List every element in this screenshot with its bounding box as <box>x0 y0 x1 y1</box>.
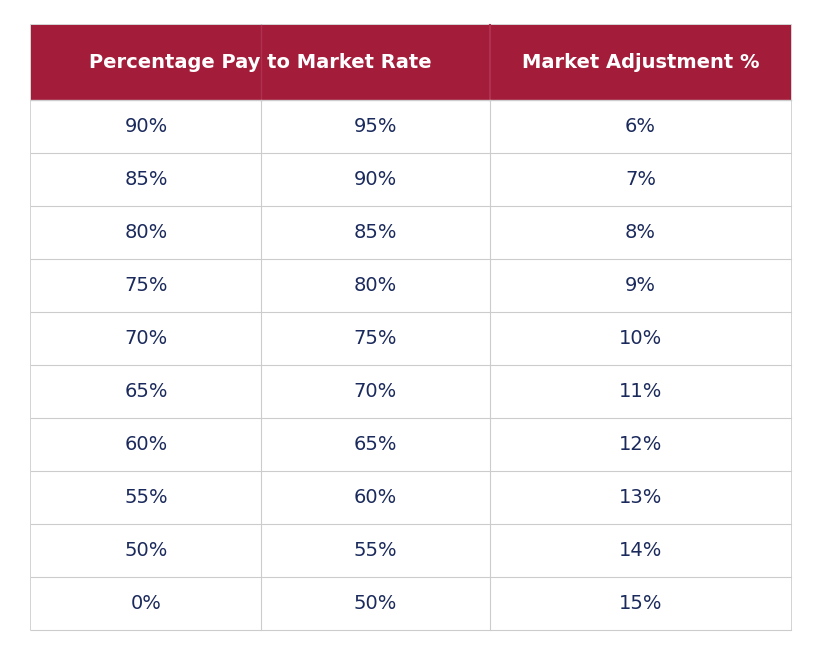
Text: 75%: 75% <box>124 276 168 295</box>
Bar <box>31 100 791 153</box>
Text: Market Adjustment %: Market Adjustment % <box>522 52 760 72</box>
Text: 60%: 60% <box>124 435 168 454</box>
Text: 50%: 50% <box>124 541 168 560</box>
Bar <box>31 259 791 312</box>
Text: 70%: 70% <box>124 329 168 348</box>
Text: 12%: 12% <box>619 435 662 454</box>
Bar <box>31 312 791 365</box>
Text: 65%: 65% <box>353 435 397 454</box>
Text: 70%: 70% <box>353 382 397 401</box>
Text: 90%: 90% <box>353 170 397 189</box>
Text: 6%: 6% <box>625 117 656 136</box>
Text: 55%: 55% <box>124 488 168 507</box>
Text: 0%: 0% <box>131 594 161 613</box>
Bar <box>31 25 490 100</box>
Text: 90%: 90% <box>124 117 168 136</box>
Text: 80%: 80% <box>353 276 397 295</box>
Bar <box>31 418 791 471</box>
Text: 11%: 11% <box>619 382 662 401</box>
Text: 8%: 8% <box>625 223 656 242</box>
Text: 13%: 13% <box>619 488 662 507</box>
Text: 55%: 55% <box>353 541 397 560</box>
Text: 7%: 7% <box>625 170 656 189</box>
Text: 60%: 60% <box>353 488 397 507</box>
Text: 75%: 75% <box>353 329 397 348</box>
Bar <box>31 153 791 206</box>
Text: 14%: 14% <box>619 541 662 560</box>
Bar <box>490 25 791 100</box>
Text: 50%: 50% <box>353 594 397 613</box>
Bar <box>31 206 791 259</box>
Bar <box>31 524 791 577</box>
Text: 80%: 80% <box>124 223 168 242</box>
Text: 15%: 15% <box>619 594 663 613</box>
Text: 85%: 85% <box>353 223 397 242</box>
Bar <box>31 471 791 524</box>
Text: 85%: 85% <box>124 170 168 189</box>
Text: 65%: 65% <box>124 382 168 401</box>
Text: 9%: 9% <box>625 276 656 295</box>
Bar <box>31 365 791 418</box>
Text: Percentage Pay to Market Rate: Percentage Pay to Market Rate <box>90 52 432 72</box>
Text: 95%: 95% <box>353 117 397 136</box>
Bar <box>31 577 791 630</box>
Text: 10%: 10% <box>619 329 662 348</box>
